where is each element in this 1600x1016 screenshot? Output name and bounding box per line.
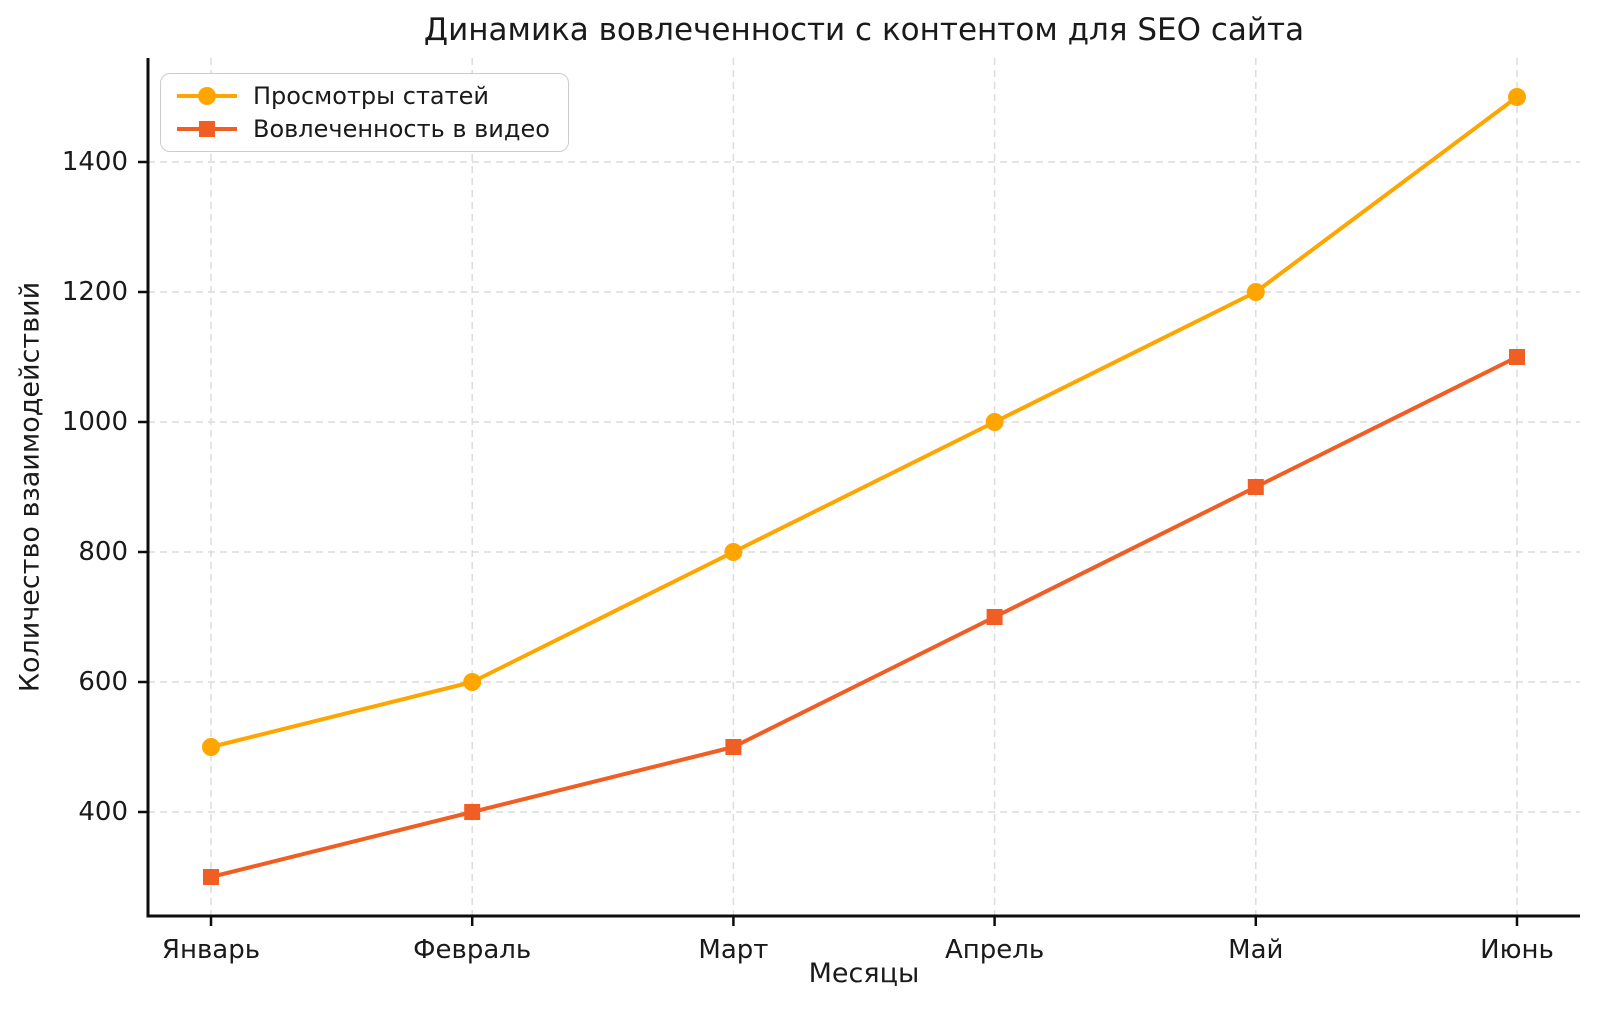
legend-item: Просмотры статей [175, 84, 550, 108]
y-tick-label: 400 [78, 797, 128, 827]
data-point-square [1509, 349, 1525, 365]
series-line-0 [209, 95, 1519, 749]
legend-label: Вовлеченность в видео [253, 115, 550, 143]
chart-title: Динамика вовлеченности с контентом для S… [423, 12, 1305, 48]
data-point-circle [724, 543, 743, 561]
legend-label: Просмотры статей [253, 82, 489, 110]
legend-circle-marker [198, 87, 216, 105]
data-point-circle [463, 673, 482, 691]
data-point-circle [1508, 88, 1526, 106]
x-tick-label: Апрель [945, 935, 1044, 965]
data-point-square [203, 869, 219, 885]
data-point-circle [985, 413, 1004, 431]
legend: Просмотры статей Вовлеченность в видео [160, 73, 569, 152]
x-tick-label: Январь [162, 935, 260, 965]
legend-square-marker [199, 121, 215, 137]
y-tick-label: 1200 [62, 277, 128, 307]
legend-marker-circle [177, 87, 237, 105]
data-point-circle [202, 738, 220, 756]
x-tick-label: Май [1228, 935, 1283, 965]
x-tick-label: Март [698, 935, 768, 965]
y-tick-label: 600 [78, 667, 128, 697]
x-axis-label: Месяцы [808, 958, 920, 989]
series-line-1 [209, 355, 1519, 879]
x-tick-label: Июнь [1480, 935, 1554, 965]
x-tick-label: Февраль [413, 935, 531, 965]
data-point-circle [1246, 283, 1265, 301]
data-point-square [464, 804, 481, 820]
data-point-square [986, 609, 1003, 625]
data-point-square [1247, 479, 1264, 495]
data-point-square [725, 739, 742, 755]
y-tick-label: 1400 [62, 147, 128, 177]
y-tick-label: 800 [78, 537, 128, 567]
y-tick-label: 1000 [62, 407, 128, 437]
legend-item: Вовлеченность в видео [175, 117, 550, 141]
legend-marker-square [177, 121, 237, 137]
